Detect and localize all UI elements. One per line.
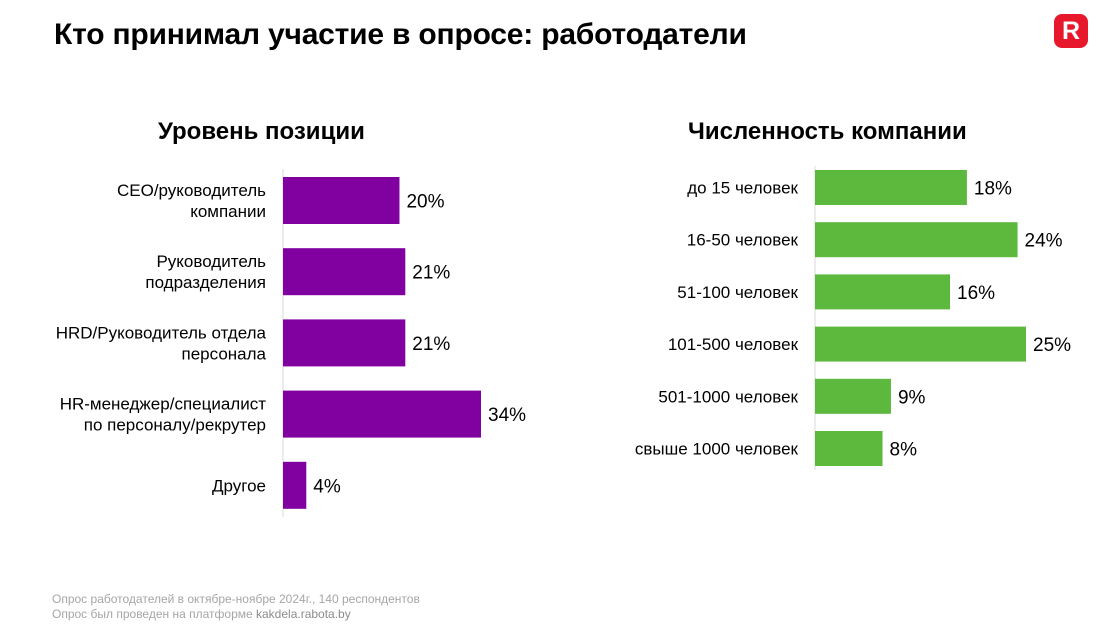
data-label: 16% [957,283,995,304]
bar [815,274,951,310]
category-label-line: 51-100 человек [677,283,798,302]
page-title: Кто принимал участие в опросе: работодат… [54,18,747,51]
bar [815,170,967,205]
company-size-bar-chart: 18% до 15 человек 24% 16-50 человек 16% 51-10… [635,166,1071,470]
data-label: 25% [1033,335,1071,356]
chart-title-position-level: Уровень позиции [158,118,365,145]
data-label: 21% [412,263,450,284]
bar [283,461,307,509]
category-label-line: HR-менеджер/специалист [60,395,267,414]
category-label-line: до 15 человек [687,179,798,198]
chart-title-company-size: Численность компании [688,118,967,145]
category-label-line: CEO/руководитель [117,181,266,200]
category-label-line: HRD/Руководитель отдела [56,323,267,342]
category-label: HRD/Руководитель отдела персонала [56,323,267,363]
category-label-line: Руководитель [156,252,266,271]
data-label: 20% [406,192,444,213]
bar [815,431,883,466]
category-label: до 15 человек [687,179,798,198]
footer: Опрос работодателей в октябре-ноябре 202… [52,592,420,622]
category-label-line: 101-500 человек [668,335,799,354]
data-label: 9% [898,387,926,408]
footer-platform-link[interactable]: kakdela.rabota.by [256,607,351,621]
category-label-line: персонала [182,344,267,363]
category-label: 501-1000 человек [658,387,798,406]
data-label: 8% [890,440,918,461]
category-label-line: свыше 1000 человек [635,440,799,459]
data-label: 24% [1025,231,1063,252]
category-label: 101-500 человек [668,335,799,354]
bar [815,378,891,414]
category-label: Руководитель подразделения [145,252,266,292]
rabota-logo-icon: R [1054,14,1088,48]
data-label: 34% [488,405,526,426]
bar [815,326,1026,362]
data-label: 21% [412,334,450,355]
category-label: Другое [212,476,266,495]
footer-platform-note: Опрос был проведен на платформе kakdela.… [52,607,420,622]
bar [815,222,1018,258]
footer-platform-prefix: Опрос был проведен на платформе [52,607,256,621]
category-label-line: по персоналу/рекрутер [84,416,266,435]
category-label: HR-менеджер/специалист по персоналу/рекру… [60,395,267,435]
bar [283,390,481,438]
category-label-line: компании [190,202,266,221]
bar [283,319,406,367]
data-label: 4% [313,476,341,497]
bar [283,177,400,224]
category-label-line: 16-50 человек [687,231,799,250]
footer-survey-note: Опрос работодателей в октябре-ноябре 202… [52,592,420,606]
category-label: CEO/руководитель компании [117,181,266,221]
category-label: 16-50 человек [687,231,799,250]
position-level-bar-chart: 20% CEO/руководитель компании 21% Руководите… [56,169,526,517]
category-label: 51-100 человек [677,283,798,302]
category-label-line: подразделения [145,273,266,292]
category-label-line: 501-1000 человек [658,387,798,406]
bar [283,248,406,296]
category-label: свыше 1000 человек [635,440,799,459]
data-label: 18% [974,179,1012,200]
category-label-line: Другое [212,476,266,495]
